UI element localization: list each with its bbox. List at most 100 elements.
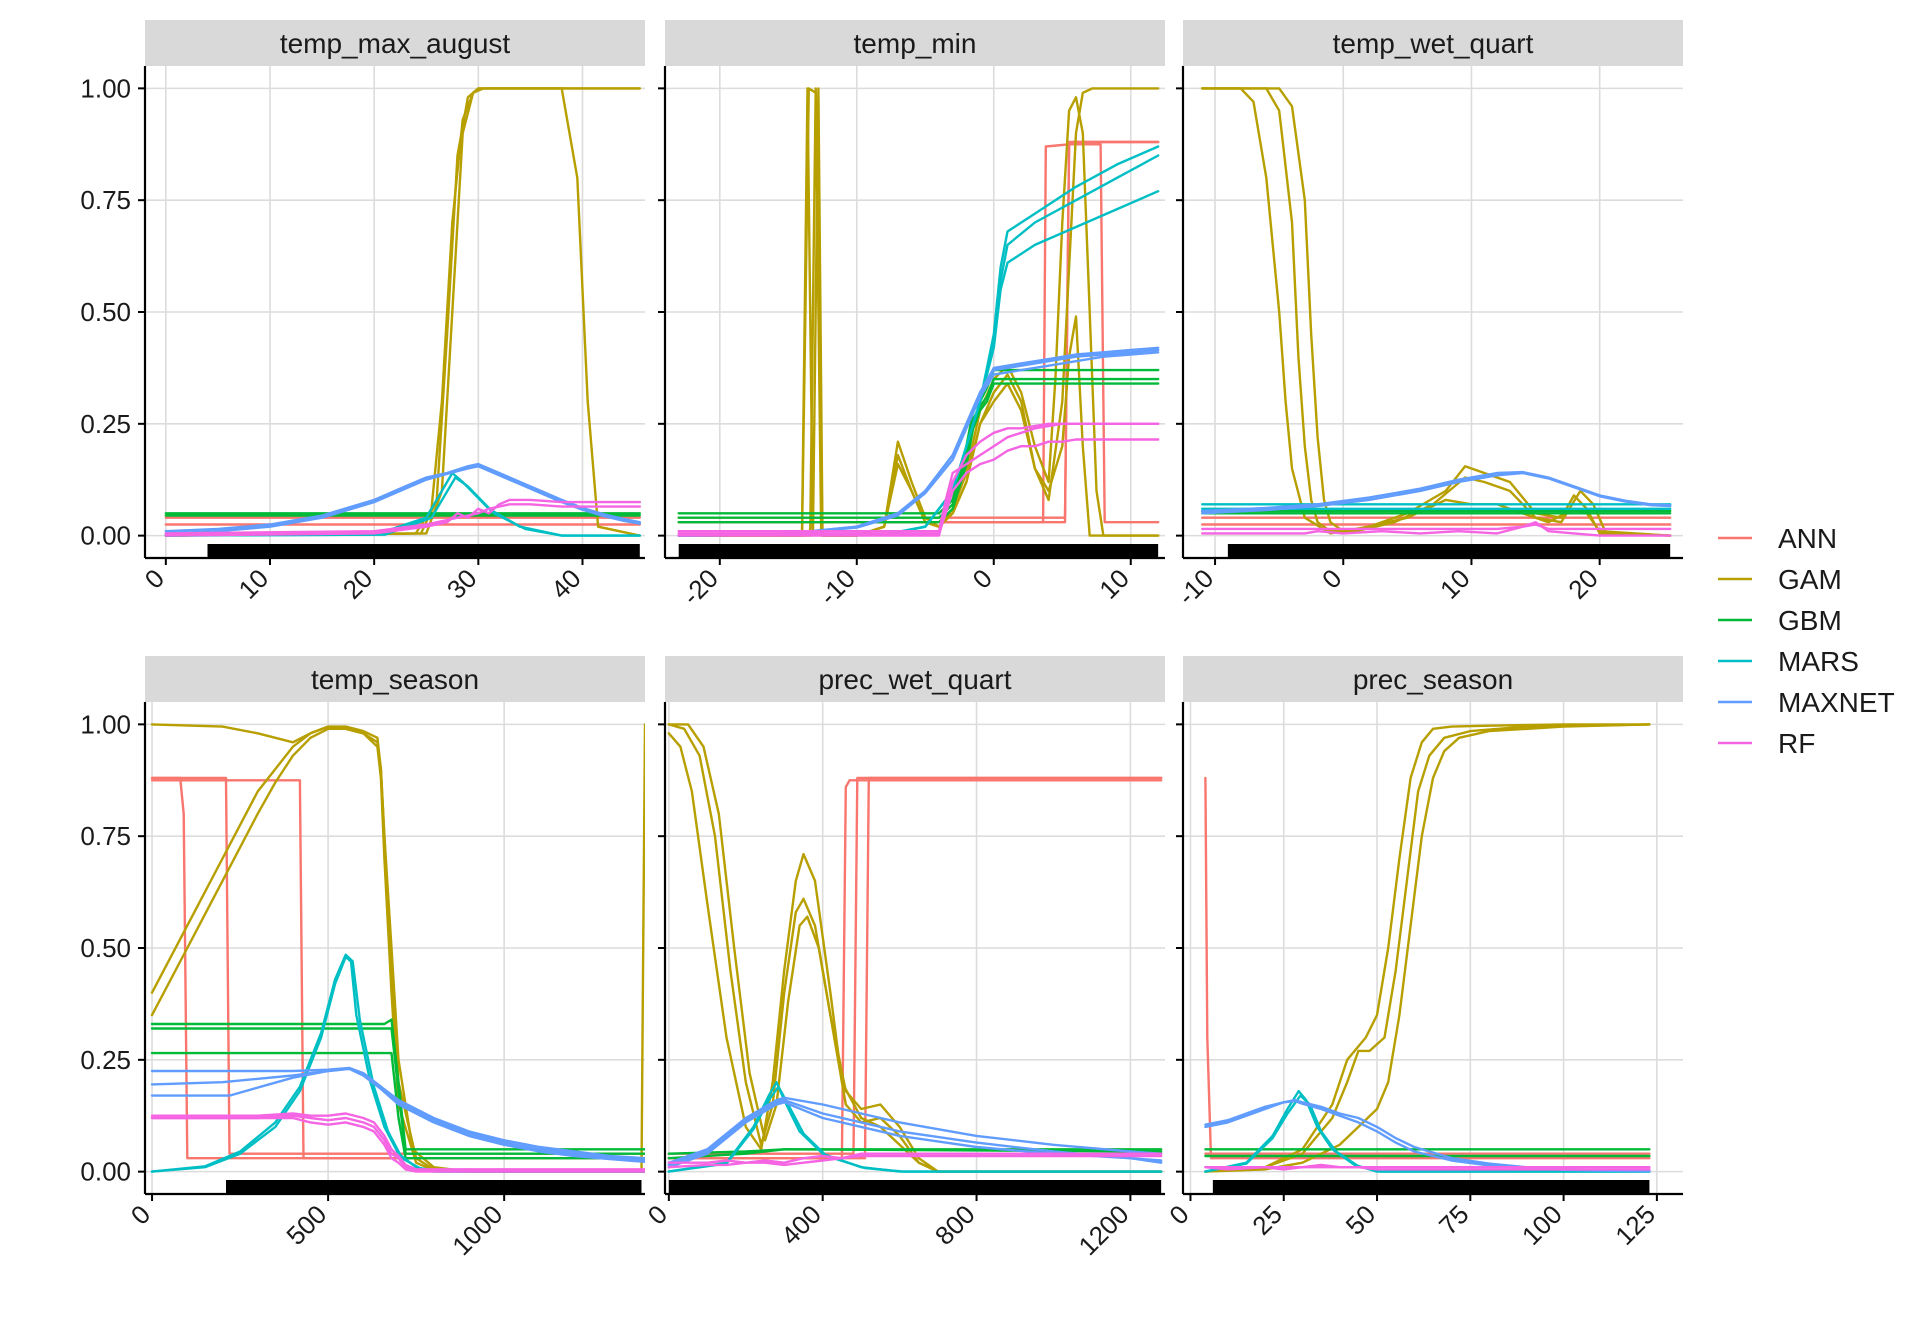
rug-marks (207, 544, 640, 558)
y-tick-label-4: 1.00 (80, 73, 131, 103)
series-ann-line-2 (677, 143, 1160, 524)
strip-label-prec-season: prec_season (1353, 664, 1513, 695)
y-tick-label-0: 0.00 (80, 521, 131, 551)
rug-band-0 (1227, 544, 1671, 558)
series-group (1201, 87, 1672, 537)
strip-prec-season (1183, 656, 1683, 702)
series-ann-line-1 (667, 776, 1163, 1155)
gridlines (665, 702, 1165, 1194)
series-maxnet-line-10 (164, 465, 641, 535)
y-tick-label-3: 0.75 (80, 821, 131, 851)
x-tick-label-2: 10 (1434, 563, 1476, 605)
panel-temp-min: temp_min -20 -10 0 10 (658, 20, 1165, 611)
rug-marks (225, 1180, 642, 1194)
series-gam-line-5 (150, 723, 645, 1173)
x-tick-label-3: 30 (441, 563, 483, 605)
series-rf-line-12 (1201, 523, 1672, 531)
legend-label-maxnet: MAXNET (1778, 687, 1895, 718)
strip-label-temp-max-august: temp_max_august (280, 28, 511, 59)
x-tick-label-1: -10 (813, 563, 861, 611)
x-tick-label-2: 20 (337, 563, 379, 605)
rug-band-0 (225, 1180, 642, 1194)
x-tick-label-2: 50 (1340, 1199, 1382, 1241)
series-gam-line-4 (667, 723, 1163, 1173)
x-tick-label-0: -20 (676, 563, 724, 611)
series-group (1204, 723, 1651, 1173)
x-tick-label-4: 100 (1516, 1199, 1568, 1251)
series-gam-line-4 (1204, 723, 1651, 1173)
strip-temp-min (665, 20, 1165, 66)
series-maxnet-line-10 (667, 1096, 1163, 1164)
series-rf-line-17 (677, 422, 1160, 537)
series-maxnet-line-11 (150, 1067, 645, 1160)
x-tick-label-1: 10 (233, 563, 275, 605)
series-rf-line-14 (667, 1154, 1163, 1169)
x-tick-label-0: 0 (125, 1199, 156, 1230)
rug-marks (1227, 544, 1671, 558)
series-maxnet-line-10 (1201, 471, 1672, 515)
series-rf-line-16 (677, 438, 1160, 535)
y-tick-label-1: 0.25 (80, 1045, 131, 1075)
series-mars-line-11 (677, 190, 1160, 537)
facet-panels: temp_max_august 0.00 0.25 0.50 0.75 1.00 0 10 20… (80, 20, 1683, 1261)
rug-marks (1212, 1180, 1650, 1194)
series-rf-line-11 (164, 498, 641, 537)
panel-temp-season: temp_season 0.00 0.25 0.50 0.75 1.00 0 500 1000 (80, 656, 645, 1261)
series-mars-line-8 (1204, 1094, 1651, 1173)
series-group (667, 723, 1163, 1173)
series-mars-line-7 (1204, 1089, 1651, 1173)
gridlines (1183, 66, 1683, 558)
rug-band-0 (1212, 1180, 1650, 1194)
panel-prec-season: prec_season 0 25 50 75 100 125 (1163, 656, 1683, 1251)
legend-label-rf: RF (1778, 728, 1815, 759)
x-tick-label-4: 40 (545, 563, 587, 605)
strip-prec-wet-quart (665, 656, 1165, 702)
x-tick-label-2: 0 (967, 563, 998, 594)
strip-temp-season (145, 656, 645, 702)
y-tick-label-2: 0.50 (80, 297, 131, 327)
rug-band-0 (678, 544, 1159, 558)
series-maxnet-line-9 (164, 462, 641, 533)
panel-temp-wet-quart: temp_wet_quart -10 0 10 20 (1172, 20, 1683, 611)
strip-label-temp-season: temp_season (311, 664, 479, 695)
series-group (150, 723, 645, 1173)
series-gam-line-3 (1201, 87, 1672, 537)
x-tick-label-2: 1000 (446, 1199, 508, 1261)
strip-label-temp-min: temp_min (854, 28, 977, 59)
series-group (677, 87, 1160, 537)
strip-temp-max-august (145, 20, 645, 66)
legend: ANN GAM GBM MARS MAXNET RF (1718, 523, 1895, 759)
x-tick-label-1: 400 (775, 1199, 827, 1251)
y-tick-label-2: 0.50 (80, 933, 131, 963)
series-rf-line-15 (150, 1112, 645, 1171)
x-tick-label-1: 25 (1246, 1199, 1288, 1241)
series-ann-line-0 (1204, 776, 1651, 1160)
rug-band-0 (207, 544, 640, 558)
series-maxnet-line-13 (150, 1066, 645, 1162)
rug-band-0 (668, 1180, 1162, 1194)
series-rf-line-16 (150, 1116, 645, 1173)
legend-label-gam: GAM (1778, 564, 1842, 595)
panel-prec-wet-quart: prec_wet_quart 0 400 800 1200 (642, 656, 1165, 1261)
strip-temp-wet-quart (1183, 20, 1683, 66)
strip-label-prec-wet-quart: prec_wet_quart (818, 664, 1011, 695)
y-tick-label-4: 1.00 (80, 709, 131, 739)
gridlines (1183, 702, 1683, 1194)
series-group (164, 87, 641, 537)
series-maxnet-line-12 (150, 1067, 645, 1163)
legend-label-ann: ANN (1778, 523, 1837, 554)
x-tick-label-3: 75 (1433, 1199, 1475, 1241)
series-gam-line-5 (667, 723, 1163, 1173)
x-tick-label-3: 1200 (1073, 1199, 1135, 1261)
series-maxnet-line-14 (677, 346, 1160, 537)
series-rf-line-12 (164, 503, 641, 535)
series-maxnet-line-13 (677, 351, 1160, 537)
series-mars-line-10 (150, 953, 645, 1173)
rug-marks (668, 1180, 1162, 1194)
series-gam-line-2 (1204, 723, 1651, 1173)
x-tick-label-3: 10 (1093, 563, 1135, 605)
x-tick-label-2: 800 (929, 1199, 981, 1251)
x-tick-label-3: 20 (1562, 563, 1604, 605)
series-gam-line-3 (1204, 723, 1651, 1173)
